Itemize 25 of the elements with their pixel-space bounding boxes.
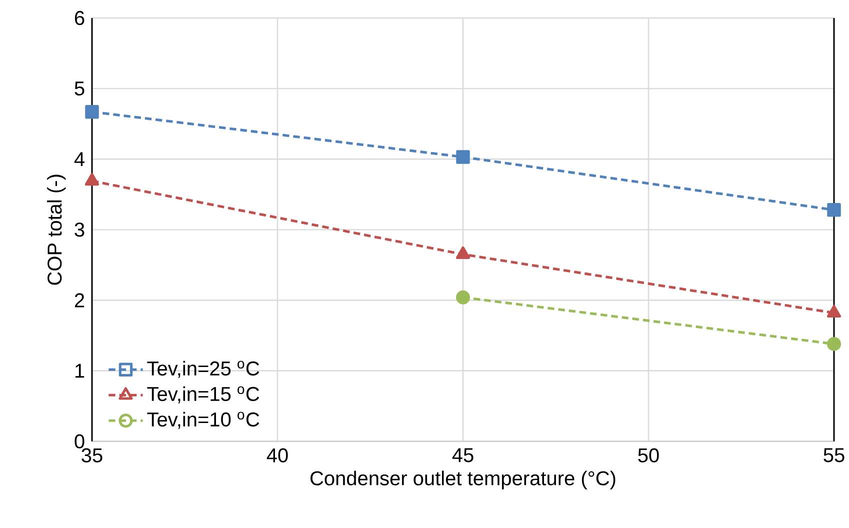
y-tick-label: 2	[74, 293, 84, 308]
point	[84, 173, 100, 186]
point	[456, 246, 470, 259]
point	[85, 104, 99, 119]
point	[456, 290, 470, 304]
x-tick-label: 35	[82, 448, 102, 462]
y-tick-label: 0	[74, 434, 84, 448]
y-axis-title: COP total (-)	[47, 174, 66, 285]
y-tick-label: 5	[74, 82, 84, 96]
x-tick-label: 45	[452, 448, 474, 462]
y-tick-label: 4	[74, 152, 84, 166]
y-tick-label: 6	[74, 10, 84, 26]
point	[456, 150, 470, 164]
y-tick-label: 3	[74, 222, 84, 237]
x-axis-title: Condenser outlet temperature (°C)	[310, 470, 616, 490]
y-tick-label: 1	[75, 364, 84, 378]
point	[826, 304, 842, 318]
legend-label: Tev,in=15 $^{o}$C	[147, 386, 260, 404]
x-tick-label: 55	[824, 448, 844, 462]
x-tick-label: 40	[266, 448, 288, 462]
point	[827, 336, 842, 351]
x-tick-label: 50	[638, 448, 659, 462]
legend-label: Tev,in=10 $^{o}$C	[147, 412, 260, 429]
point	[827, 203, 841, 217]
legend-label: Tev,in=25 $^{o}$C	[147, 360, 260, 378]
